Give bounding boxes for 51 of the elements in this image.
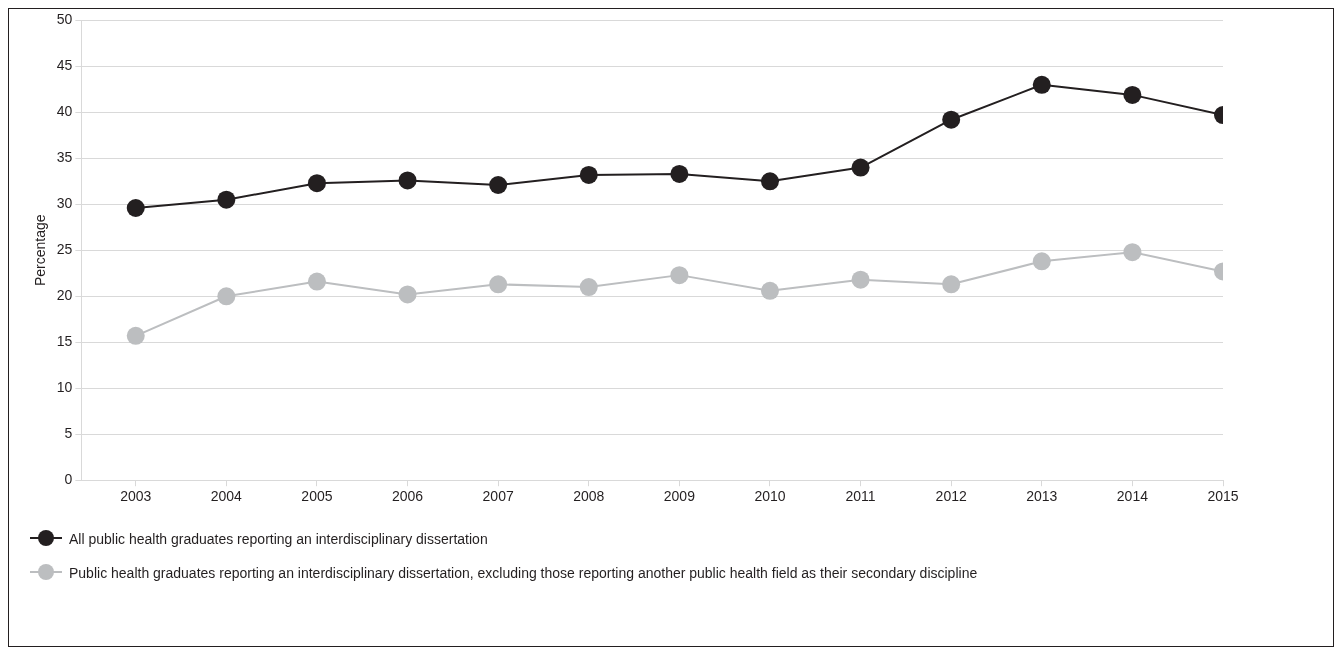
x-tick-label: 2011 bbox=[845, 488, 876, 505]
x-tick-label: 2013 bbox=[1026, 488, 1058, 505]
y-tick-label: 35 bbox=[56, 149, 73, 166]
point bbox=[489, 275, 508, 294]
point bbox=[489, 176, 508, 195]
point bbox=[851, 270, 870, 289]
y-tick-label: 40 bbox=[56, 103, 73, 120]
y-tick-label: 30 bbox=[56, 195, 73, 212]
point bbox=[1032, 75, 1051, 94]
point bbox=[398, 285, 417, 304]
y-tick-label: 25 bbox=[56, 241, 73, 258]
x-tick-label: 2006 bbox=[391, 488, 424, 505]
y-axis-title: Percentage bbox=[32, 214, 49, 287]
point bbox=[1123, 85, 1142, 104]
point bbox=[1123, 243, 1142, 262]
y-tick-label: 20 bbox=[56, 287, 73, 304]
y-tick-label: 45 bbox=[56, 57, 73, 74]
point bbox=[126, 326, 145, 345]
point bbox=[217, 287, 236, 306]
x-tick-label: 2014 bbox=[1116, 488, 1149, 505]
x-tick-label: 2008 bbox=[573, 488, 605, 505]
point bbox=[1032, 252, 1051, 271]
x-tick-label: 2007 bbox=[482, 488, 514, 505]
point bbox=[670, 164, 689, 183]
point bbox=[579, 278, 598, 297]
point bbox=[942, 110, 961, 129]
point bbox=[760, 281, 779, 300]
x-tick-label: 2012 bbox=[935, 488, 967, 505]
y-tick-label: 0 bbox=[64, 471, 73, 488]
point bbox=[398, 171, 417, 190]
point bbox=[942, 275, 961, 294]
y-tick-label: 5 bbox=[64, 425, 73, 442]
x-tick-label: 2010 bbox=[754, 488, 786, 505]
point bbox=[579, 165, 598, 184]
point bbox=[307, 174, 326, 193]
x-tick-label: 2009 bbox=[663, 488, 696, 505]
point bbox=[126, 199, 145, 217]
point bbox=[217, 190, 236, 209]
legend-label: All public health graduates reporting an interdisciplinary dissertation bbox=[69, 530, 488, 549]
point bbox=[670, 266, 689, 285]
point bbox=[851, 158, 870, 177]
x-tick-label: 2015 bbox=[1207, 488, 1239, 505]
x-tick-label: 2004 bbox=[210, 488, 243, 505]
y-tick-label: 10 bbox=[56, 379, 73, 396]
point bbox=[760, 172, 779, 191]
y-tick-label: 15 bbox=[56, 333, 73, 350]
y-tick-label: 50 bbox=[56, 11, 73, 28]
x-tick-label: 2005 bbox=[301, 488, 333, 505]
x-tick-label: 2003 bbox=[120, 488, 152, 505]
legend-label: Public health graduates reporting an interdisciplinary dissertation, excluding those reporting another public health field as their secondary discipline bbox=[69, 564, 978, 583]
point bbox=[307, 272, 326, 291]
